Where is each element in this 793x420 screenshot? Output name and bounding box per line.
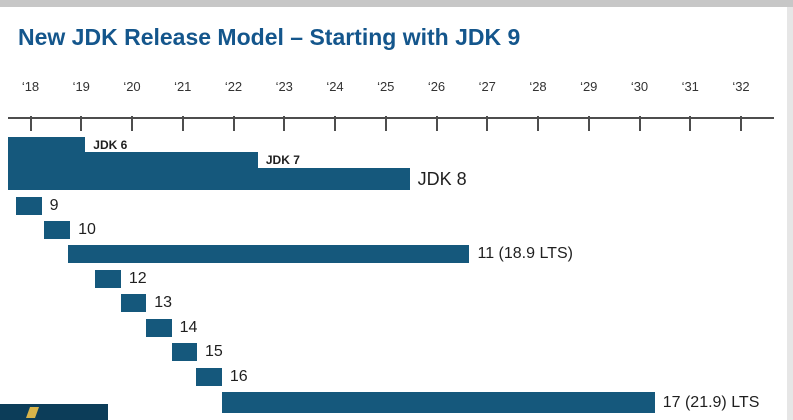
release-bar (8, 168, 410, 190)
year-label: ‘29 (580, 79, 598, 94)
year-label: ‘31 (681, 79, 699, 94)
release-bar (43, 221, 71, 239)
timeline-tick (181, 116, 184, 131)
release-bar (195, 368, 222, 386)
release-bar-label: JDK 8 (417, 169, 467, 189)
release-bar-label: 10 (78, 221, 96, 238)
timeline-tick (537, 116, 539, 131)
release-bar-label: 17 (21.9) LTS (662, 393, 760, 411)
timeline-tick (740, 116, 742, 131)
release-bar-label: 13 (154, 294, 172, 311)
release-bar (146, 319, 172, 337)
release-bar (120, 294, 147, 312)
timeline-tick (689, 116, 692, 131)
release-bar-label: 12 (128, 270, 147, 287)
timeline-tick (435, 116, 438, 131)
year-label: ‘18 (21, 79, 40, 94)
logo-mark-icon (25, 407, 40, 418)
year-label: ‘26 (427, 79, 446, 94)
release-bar-label: 15 (204, 343, 223, 360)
year-label: ‘23 (275, 79, 293, 94)
window-edge-top (0, 0, 793, 7)
release-bar (8, 152, 258, 168)
window-edge-right (787, 7, 793, 420)
year-label: ‘32 (732, 79, 750, 94)
release-bar-label: 16 (229, 368, 248, 385)
release-bar (171, 343, 197, 361)
year-label: ‘30 (630, 79, 649, 94)
timeline-tick (131, 116, 133, 131)
release-bar-label: 14 (179, 319, 198, 336)
timeline-tick (384, 116, 387, 131)
slide-title: New JDK Release Model – Starting with JD… (18, 24, 521, 50)
release-bar-label: 9 (49, 197, 59, 214)
timeline-tick (486, 116, 489, 131)
year-label: ‘25 (377, 79, 395, 94)
timeline-tick (283, 116, 286, 131)
year-label: ‘21 (174, 79, 192, 94)
timeline-tick (334, 116, 336, 131)
release-bar (94, 270, 121, 288)
year-label: ‘19 (72, 79, 90, 94)
release-bar-label: JDK 6 (93, 137, 128, 152)
release-bar-label: 11 (18.9 LTS) (477, 245, 573, 262)
release-bar (221, 392, 655, 413)
release-bar-label: JDK 7 (265, 153, 300, 167)
timeline-tick (232, 116, 235, 131)
timeline-tick (29, 116, 32, 131)
release-bar (68, 245, 470, 263)
year-label: ‘22 (224, 79, 243, 94)
year-label: ‘20 (123, 79, 141, 94)
year-label: ‘27 (478, 79, 496, 94)
timeline-tick (587, 116, 590, 131)
timeline-tick (638, 116, 641, 131)
year-label: ‘28 (529, 79, 547, 94)
timeline-tick (80, 116, 83, 131)
release-bar (16, 197, 42, 215)
release-bar (8, 137, 86, 152)
timeline-axis (8, 117, 774, 119)
year-label: ‘24 (326, 79, 344, 94)
bottom-left-logo (0, 404, 108, 420)
